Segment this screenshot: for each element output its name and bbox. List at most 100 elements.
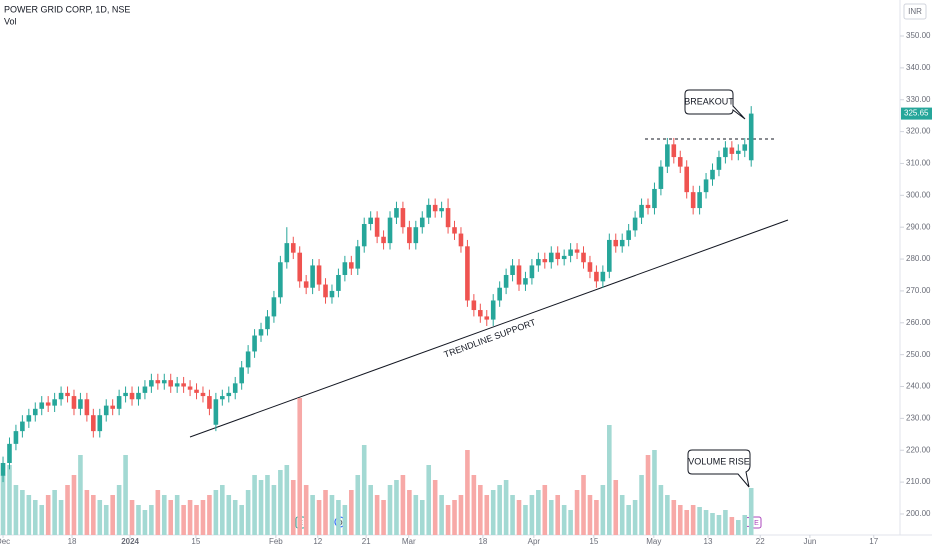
volume-bar [723, 510, 728, 535]
x-tick-label: 13 [704, 537, 713, 546]
y-tick-label: 250.00 [906, 350, 931, 359]
volume-bar [394, 480, 399, 535]
y-tick-label: 240.00 [906, 382, 931, 391]
y-tick-label: 300.00 [906, 190, 931, 199]
y-tick-label: 210.00 [906, 477, 931, 486]
candle-body [523, 278, 528, 285]
x-tick-label: Apr [528, 537, 541, 546]
candle-body [349, 262, 354, 269]
candle-body [413, 227, 419, 244]
volume-bar [239, 505, 244, 535]
candle-body [271, 297, 277, 317]
candle-body [497, 287, 502, 301]
volume-bar [697, 507, 702, 535]
candle-body [548, 252, 554, 263]
candle-body [355, 246, 361, 269]
volume-bar [91, 495, 96, 535]
x-tick-label: Feb [269, 537, 283, 546]
candle-body [361, 224, 367, 247]
trendline-label: TRENDLINE SUPPORT [443, 317, 538, 360]
currency[interactable]: INR [908, 7, 922, 16]
candle-body [310, 265, 315, 288]
candle-body [65, 392, 70, 397]
y-tick-label: 220.00 [906, 445, 931, 454]
candle-body [652, 188, 657, 209]
y-tick-label: 330.00 [906, 95, 931, 104]
callout-label: VOLUME RISE [688, 456, 750, 466]
volume-bar [110, 495, 115, 535]
candle-body [394, 208, 399, 218]
volume-bar [632, 500, 638, 535]
volume-bar [187, 500, 193, 535]
candle-body [26, 415, 32, 422]
x-tick-label: Jun [803, 537, 816, 546]
volume-bar [710, 513, 715, 535]
candle-body [471, 300, 477, 311]
volume-bar [349, 490, 354, 535]
candle-body [445, 208, 451, 228]
last-price-box [901, 107, 932, 120]
volume-bar [703, 510, 709, 535]
candle-body [297, 252, 303, 282]
volume-bar [516, 500, 522, 535]
last-price: 325.65 [904, 109, 929, 118]
candle-body [684, 166, 690, 193]
volume-bar [278, 470, 283, 535]
candle-body [58, 392, 64, 400]
candle-body [265, 316, 270, 330]
candle-body [220, 396, 225, 400]
candle-body [200, 392, 206, 397]
candle-body [697, 192, 702, 209]
volume-bar [52, 490, 57, 535]
volume-bar [142, 510, 148, 535]
volume-bar [303, 485, 309, 535]
candle-body [232, 383, 238, 393]
candle-body [729, 147, 735, 154]
volume-bar [265, 475, 270, 535]
volume-bar [471, 475, 477, 535]
x-tick-label: 12 [313, 537, 322, 546]
volume-bar [20, 490, 25, 535]
candle-body [136, 392, 141, 400]
volume-bar [465, 450, 470, 535]
candle-body [97, 415, 103, 432]
candle-body [439, 208, 444, 212]
candle-body [187, 386, 193, 390]
candle-body [671, 144, 677, 158]
volume-bar [7, 465, 12, 535]
y-tick-label: 260.00 [906, 318, 931, 327]
volume-bar [26, 495, 32, 535]
candle-body [142, 386, 148, 393]
volume-bar [71, 475, 77, 535]
volume-bar [361, 445, 367, 535]
candle-body [149, 380, 154, 387]
candle-body [181, 383, 186, 387]
event-label[interactable]: E [754, 520, 759, 527]
currency-box[interactable] [903, 3, 927, 20]
volume-bar [271, 485, 277, 535]
volume-bar [690, 505, 696, 535]
candle-body [387, 217, 393, 244]
volume-bar [671, 500, 677, 535]
candle-body [329, 290, 335, 298]
volume-bar [613, 480, 619, 535]
volume-bar [336, 500, 341, 535]
volume-bar [658, 485, 664, 535]
volume-bar [594, 500, 599, 535]
volume-bar [355, 475, 361, 535]
candle-body [207, 396, 212, 409]
volume-bar [568, 510, 573, 535]
volume-bar [639, 475, 644, 535]
volume-bar [684, 510, 690, 535]
candle-body [0, 462, 6, 476]
volume-bar [413, 495, 419, 535]
candle-body [7, 443, 12, 463]
volume-bar [374, 495, 380, 535]
volume-bar [587, 495, 593, 535]
candle-body [536, 259, 541, 266]
candle-body [32, 408, 38, 416]
x-tick-label: 15 [191, 537, 200, 546]
candle-body [503, 274, 509, 288]
candle-body [278, 262, 283, 298]
